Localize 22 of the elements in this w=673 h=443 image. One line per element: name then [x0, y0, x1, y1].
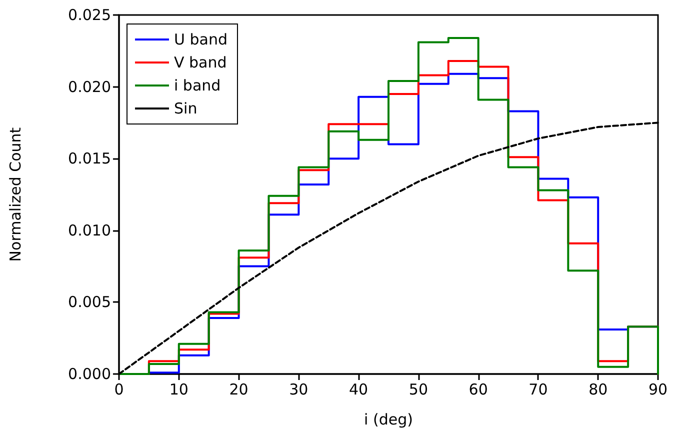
y-tick-label: 0.010: [68, 221, 111, 240]
legend-label: V band: [174, 54, 227, 72]
y-tick-label: 0.025: [68, 6, 111, 24]
y-tick-label: 0.000: [68, 365, 111, 383]
y-tick-label: 0.015: [68, 150, 111, 168]
x-tick-label: 0: [114, 380, 124, 398]
x-tick-label: 10: [169, 380, 188, 398]
x-tick-label: 50: [408, 380, 428, 398]
x-tick-label: 40: [349, 380, 368, 398]
y-axis-title: Normalized Count: [6, 127, 24, 262]
x-tick-label: 80: [588, 380, 608, 398]
x-tick-label: 90: [648, 380, 668, 398]
legend-label: U band: [174, 30, 228, 48]
legend-label: Sin: [174, 100, 198, 118]
x-tick-label: 70: [528, 380, 548, 398]
x-axis-title: i (deg): [364, 410, 413, 428]
x-tick-label: 20: [229, 380, 248, 398]
x-tick-label: 30: [289, 380, 308, 398]
y-tick-label: 0.005: [68, 293, 111, 312]
y-tick-label: 0.020: [68, 78, 111, 96]
x-tick-label: 60: [468, 380, 488, 398]
legend-label: i band: [174, 76, 221, 94]
